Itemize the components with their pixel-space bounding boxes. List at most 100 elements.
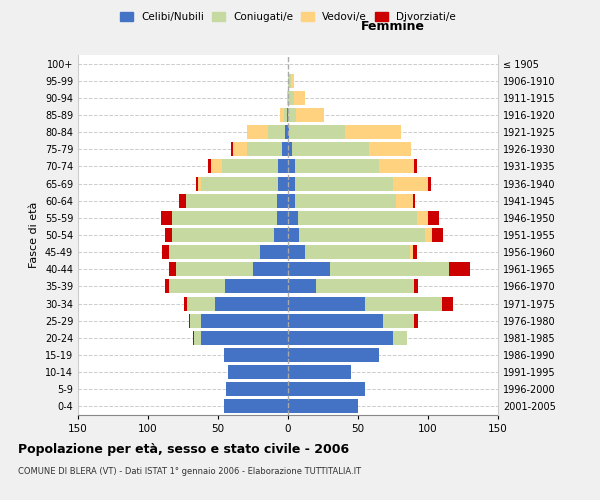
Bar xyxy=(288,382,365,396)
Bar xyxy=(201,176,278,190)
Bar xyxy=(172,211,277,225)
Bar xyxy=(417,211,428,225)
Bar xyxy=(393,331,407,345)
Bar xyxy=(233,142,247,156)
Bar xyxy=(222,160,278,173)
Bar xyxy=(288,228,299,242)
Bar xyxy=(208,160,211,173)
Bar xyxy=(288,194,295,207)
Bar xyxy=(278,176,288,190)
Bar xyxy=(190,314,201,328)
Bar xyxy=(224,348,288,362)
Bar xyxy=(287,108,288,122)
Bar xyxy=(383,314,414,328)
Bar xyxy=(288,331,393,345)
Bar xyxy=(247,125,268,139)
Bar xyxy=(288,296,365,310)
Bar xyxy=(414,314,418,328)
Bar xyxy=(288,91,293,105)
Bar xyxy=(442,296,453,310)
Bar xyxy=(288,314,383,328)
Bar xyxy=(291,74,293,88)
Bar xyxy=(346,125,401,139)
Bar xyxy=(299,228,425,242)
Bar xyxy=(169,280,225,293)
Bar xyxy=(165,228,172,242)
Bar xyxy=(169,245,260,259)
Bar xyxy=(369,142,411,156)
Bar xyxy=(211,160,222,173)
Bar xyxy=(288,160,295,173)
Bar xyxy=(165,280,169,293)
Bar xyxy=(186,194,277,207)
Text: COMUNE DI BLERA (VT) - Dati ISTAT 1° gennaio 2006 - Elaborazione TUTTITALIA.IT: COMUNE DI BLERA (VT) - Dati ISTAT 1° gen… xyxy=(18,468,361,476)
Bar xyxy=(277,211,288,225)
Bar xyxy=(277,194,288,207)
Bar xyxy=(295,194,396,207)
Bar xyxy=(393,176,428,190)
Bar xyxy=(247,142,283,156)
Bar xyxy=(379,160,414,173)
Bar xyxy=(365,296,442,310)
Bar xyxy=(295,176,393,190)
Bar xyxy=(188,314,190,328)
Bar xyxy=(224,400,288,413)
Bar xyxy=(288,365,351,379)
Bar xyxy=(288,262,330,276)
Bar xyxy=(194,331,201,345)
Bar xyxy=(274,228,288,242)
Bar xyxy=(449,262,470,276)
Bar xyxy=(288,245,305,259)
Bar xyxy=(201,314,288,328)
Bar xyxy=(288,211,298,225)
Bar xyxy=(414,280,418,293)
Bar xyxy=(396,194,413,207)
Bar xyxy=(280,108,284,122)
Bar xyxy=(296,108,325,122)
Bar xyxy=(196,176,199,190)
Bar xyxy=(288,74,291,88)
Bar xyxy=(413,245,417,259)
Bar xyxy=(285,125,288,139)
Bar xyxy=(162,245,169,259)
Bar xyxy=(316,280,414,293)
Bar xyxy=(230,142,233,156)
Bar xyxy=(253,262,288,276)
Bar xyxy=(199,176,201,190)
Bar xyxy=(288,280,316,293)
Bar xyxy=(413,194,415,207)
Bar xyxy=(193,331,194,345)
Bar xyxy=(179,194,186,207)
Legend: Celibi/Nubili, Coniugati/e, Vedovi/e, Divorziati/e: Celibi/Nubili, Coniugati/e, Vedovi/e, Di… xyxy=(116,8,460,26)
Bar xyxy=(283,142,288,156)
Bar xyxy=(278,160,288,173)
Bar xyxy=(428,211,439,225)
Bar xyxy=(289,125,346,139)
Bar xyxy=(288,400,358,413)
Bar xyxy=(432,228,443,242)
Bar xyxy=(288,176,295,190)
Bar xyxy=(410,245,413,259)
Bar xyxy=(305,245,410,259)
Bar xyxy=(288,125,289,139)
Text: Femmine: Femmine xyxy=(361,20,425,34)
Bar xyxy=(215,296,288,310)
Bar xyxy=(225,280,288,293)
Bar xyxy=(288,348,379,362)
Bar xyxy=(425,228,432,242)
Bar xyxy=(414,160,417,173)
Bar xyxy=(284,108,287,122)
Bar xyxy=(201,331,288,345)
Bar xyxy=(176,262,253,276)
Bar xyxy=(184,296,187,310)
Bar xyxy=(330,262,449,276)
Bar xyxy=(428,176,431,190)
Bar xyxy=(226,382,288,396)
Y-axis label: Fasce di età: Fasce di età xyxy=(29,202,39,268)
Bar xyxy=(292,142,369,156)
Bar xyxy=(295,160,379,173)
Bar xyxy=(298,211,417,225)
Text: Popolazione per età, sesso e stato civile - 2006: Popolazione per età, sesso e stato civil… xyxy=(18,442,349,456)
Bar xyxy=(187,296,215,310)
Bar xyxy=(287,91,288,105)
